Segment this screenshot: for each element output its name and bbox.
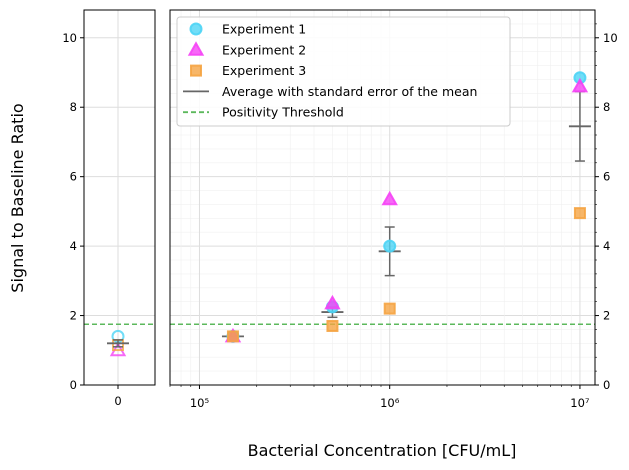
right-y-tick-label: 4: [603, 239, 610, 253]
left-data-marks: [107, 329, 129, 357]
left-y-tick-label: 10: [62, 31, 77, 45]
series-point-circle: [383, 239, 397, 253]
series-point-triangle: [571, 77, 589, 93]
left-x-tick-label: 0: [114, 394, 121, 408]
legend-marker-square: [190, 64, 202, 77]
right-plot-frame: [169, 9, 596, 386]
zero-concentration-panel: 0 2 4 6 8 10 0: [62, 9, 156, 408]
y-axis-label: Signal to Baseline Ratio: [8, 103, 27, 292]
x-axis-label: Bacterial Concentration [CFU/mL]: [248, 441, 517, 460]
legend-marker-triangle: [187, 41, 205, 56]
left-y-tick-label: 0: [70, 378, 77, 392]
right-x-tick-label: 10⁷: [570, 396, 590, 410]
right-y-tick-label: 8: [603, 100, 610, 114]
right-y-tick-label: 6: [603, 170, 610, 184]
series-point-square: [326, 319, 339, 332]
left-y-tick-label: 6: [70, 170, 77, 184]
series-point-triangle: [324, 294, 341, 310]
legend-label: Experiment 2: [222, 42, 306, 57]
series-point-square: [226, 330, 239, 343]
legend-marker-circle: [189, 22, 203, 36]
right-data-marks: [221, 71, 591, 343]
left-grid: [84, 10, 155, 386]
series-point-square: [383, 302, 396, 315]
left-y-tick-label: 2: [70, 309, 77, 323]
left-y-tick-label: 8: [70, 100, 77, 114]
legend: Experiment 1 Experiment 2 Experiment 3 Aver…: [176, 16, 511, 127]
right-y-tick-label: 2: [603, 309, 610, 323]
left-y-tick-label: 4: [70, 239, 77, 253]
legend-box: [176, 16, 511, 127]
legend-label: Average with standard error of the mean: [222, 84, 477, 99]
legend-label: Experiment 3: [222, 63, 306, 78]
right-x-tick-label: 10⁵: [190, 396, 210, 410]
left-plot-frame: [83, 9, 156, 386]
series-point-triangle: [381, 190, 398, 206]
right-x-tick-label: 10⁶: [380, 396, 400, 410]
right-y-tick-label: 0: [603, 378, 610, 392]
left-axis-ticks: 0 2 4 6 8 10 0: [62, 31, 121, 408]
right-y-tick-label: 10: [603, 31, 618, 45]
legend-label: Experiment 1: [222, 22, 306, 37]
legend-label: Positivity Threshold: [222, 105, 344, 120]
right-axis-ticks: 0 2 4 6 8 10 10⁵ 10⁶ 10⁷: [169, 23, 618, 410]
series-point-square: [573, 207, 586, 220]
